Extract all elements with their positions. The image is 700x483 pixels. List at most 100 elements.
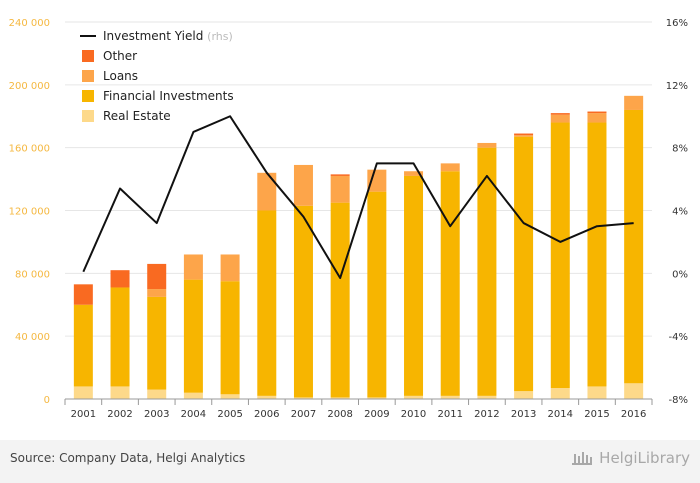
bar-real-estate: [330, 397, 350, 399]
x-tick-label: 2013: [511, 409, 536, 420]
x-tick-label: 2004: [181, 409, 206, 420]
y-left-tick-label: 200 000: [9, 81, 50, 92]
bar-real-estate: [440, 395, 460, 399]
bar-real-estate: [587, 386, 607, 399]
bar-real-estate: [550, 388, 570, 399]
x-tick-label: 2011: [437, 409, 462, 420]
bar-financial-investments: [293, 205, 313, 398]
bar-real-estate: [514, 391, 534, 399]
y-right-tick-label: -4%: [669, 332, 688, 343]
y-left-tick-label: 0: [44, 395, 50, 406]
yield-polyline: [82, 115, 634, 280]
bar-financial-investments: [367, 191, 387, 398]
legend-swatch: [82, 70, 94, 82]
y-left-tick-label: 240 000: [9, 18, 50, 29]
x-tick-label: 2006: [254, 409, 279, 420]
legend-label: Loans: [103, 69, 138, 83]
bar-loans: [550, 114, 570, 123]
x-tick-label: 2001: [71, 409, 96, 420]
x-tick-label: 2009: [364, 409, 389, 420]
right-axis-ticks: -8% -4% 0% 4% 8% 12% 16%: [666, 18, 688, 406]
bar-loans: [220, 254, 240, 282]
y-left-tick-label: 80 000: [15, 269, 50, 280]
bar-loans: [624, 95, 644, 110]
footer: Source: Company Data, Helgi Analytics He…: [0, 440, 700, 483]
bar-loans: [367, 169, 387, 192]
legend-swatch: [82, 110, 94, 122]
legend: Investment Yield (rhs) Other Loans Financia…: [80, 29, 234, 123]
bar-real-estate: [73, 386, 93, 399]
bar-loans: [440, 163, 460, 172]
bar-real-estate: [404, 395, 424, 399]
bar-financial-investments: [624, 109, 644, 384]
bar-real-estate: [257, 395, 277, 399]
bar-other: [587, 111, 607, 114]
x-tick-label: 2015: [584, 409, 609, 420]
bar-real-estate: [367, 397, 387, 399]
bar-financial-investments: [330, 202, 350, 398]
y-right-tick-label: -8%: [669, 395, 688, 406]
bar-loans: [404, 171, 424, 176]
bar-financial-investments: [183, 279, 203, 393]
bar-real-estate: [183, 392, 203, 399]
bar-financial-investments: [257, 210, 277, 396]
bar-other: [550, 113, 570, 115]
x-tick-label: 2003: [144, 409, 169, 420]
y-right-tick-label: 12%: [666, 81, 688, 92]
bar-other: [147, 263, 167, 290]
legend-swatch: [82, 50, 94, 62]
bar-real-estate: [147, 389, 167, 399]
x-tick-label: 2010: [401, 409, 426, 420]
x-tick-label: 2012: [474, 409, 499, 420]
y-left-tick-label: 160 000: [9, 144, 50, 155]
yield-line: [82, 115, 634, 280]
x-tick-label: 2005: [217, 409, 242, 420]
bar-loans: [257, 172, 277, 211]
stacked-bar-line-chart: 0 40 000 80 000 120 000 160 000 200 000 240 00…: [9, 18, 688, 420]
bar-financial-investments: [147, 296, 167, 390]
x-tick-label: 2014: [548, 409, 573, 420]
bar-financial-investments: [404, 175, 424, 396]
x-axis: 2001 2002 2003 2004 2005 2006 2007 2008 2009 2010…: [64, 398, 653, 420]
legend-label: Financial Investments: [103, 89, 234, 103]
bar-financial-investments: [220, 281, 240, 395]
legend-label-investment-yield: Investment Yield (rhs): [103, 29, 233, 43]
y-right-tick-label: 8%: [672, 144, 688, 155]
bar-loans: [293, 164, 313, 206]
x-tick-label: 2016: [621, 409, 646, 420]
bar-real-estate: [220, 394, 240, 399]
bar-financial-investments: [550, 122, 570, 389]
bar-other: [73, 284, 93, 305]
bar-loans: [477, 142, 497, 148]
bar-loans: [330, 175, 350, 203]
bar-financial-investments: [73, 304, 93, 387]
bar-real-estate: [293, 397, 313, 399]
bars: [73, 95, 644, 399]
bar-financial-investments: [514, 136, 534, 392]
bar-real-estate: [477, 395, 497, 399]
legend-label: Real Estate: [103, 109, 171, 123]
bar-financial-investments: [587, 122, 607, 387]
y-right-tick-label: 4%: [672, 207, 688, 218]
x-tick-label: 2002: [107, 409, 132, 420]
bar-other: [514, 133, 534, 136]
bar-other: [330, 174, 350, 176]
x-tick-label: 2008: [327, 409, 352, 420]
brand-logo: HelgiLibrary: [571, 449, 690, 467]
bar-real-estate: [624, 383, 644, 399]
y-left-tick-label: 40 000: [15, 332, 50, 343]
bar-financial-investments: [110, 287, 130, 387]
bar-loans: [147, 289, 167, 297]
bar-financial-investments: [440, 171, 460, 396]
bar-real-estate: [110, 386, 130, 399]
legend-label: Other: [103, 49, 137, 63]
y-left-tick-label: 120 000: [9, 207, 50, 218]
bar-other: [110, 270, 130, 288]
legend-swatch: [82, 90, 94, 102]
source-text: Source: Company Data, Helgi Analytics: [10, 451, 246, 465]
library-icon: [572, 452, 593, 465]
bar-loans: [587, 113, 607, 123]
legend-rhs-note: (rhs): [207, 30, 233, 43]
bar-financial-investments: [477, 147, 497, 396]
y-right-tick-label: 16%: [666, 18, 688, 29]
